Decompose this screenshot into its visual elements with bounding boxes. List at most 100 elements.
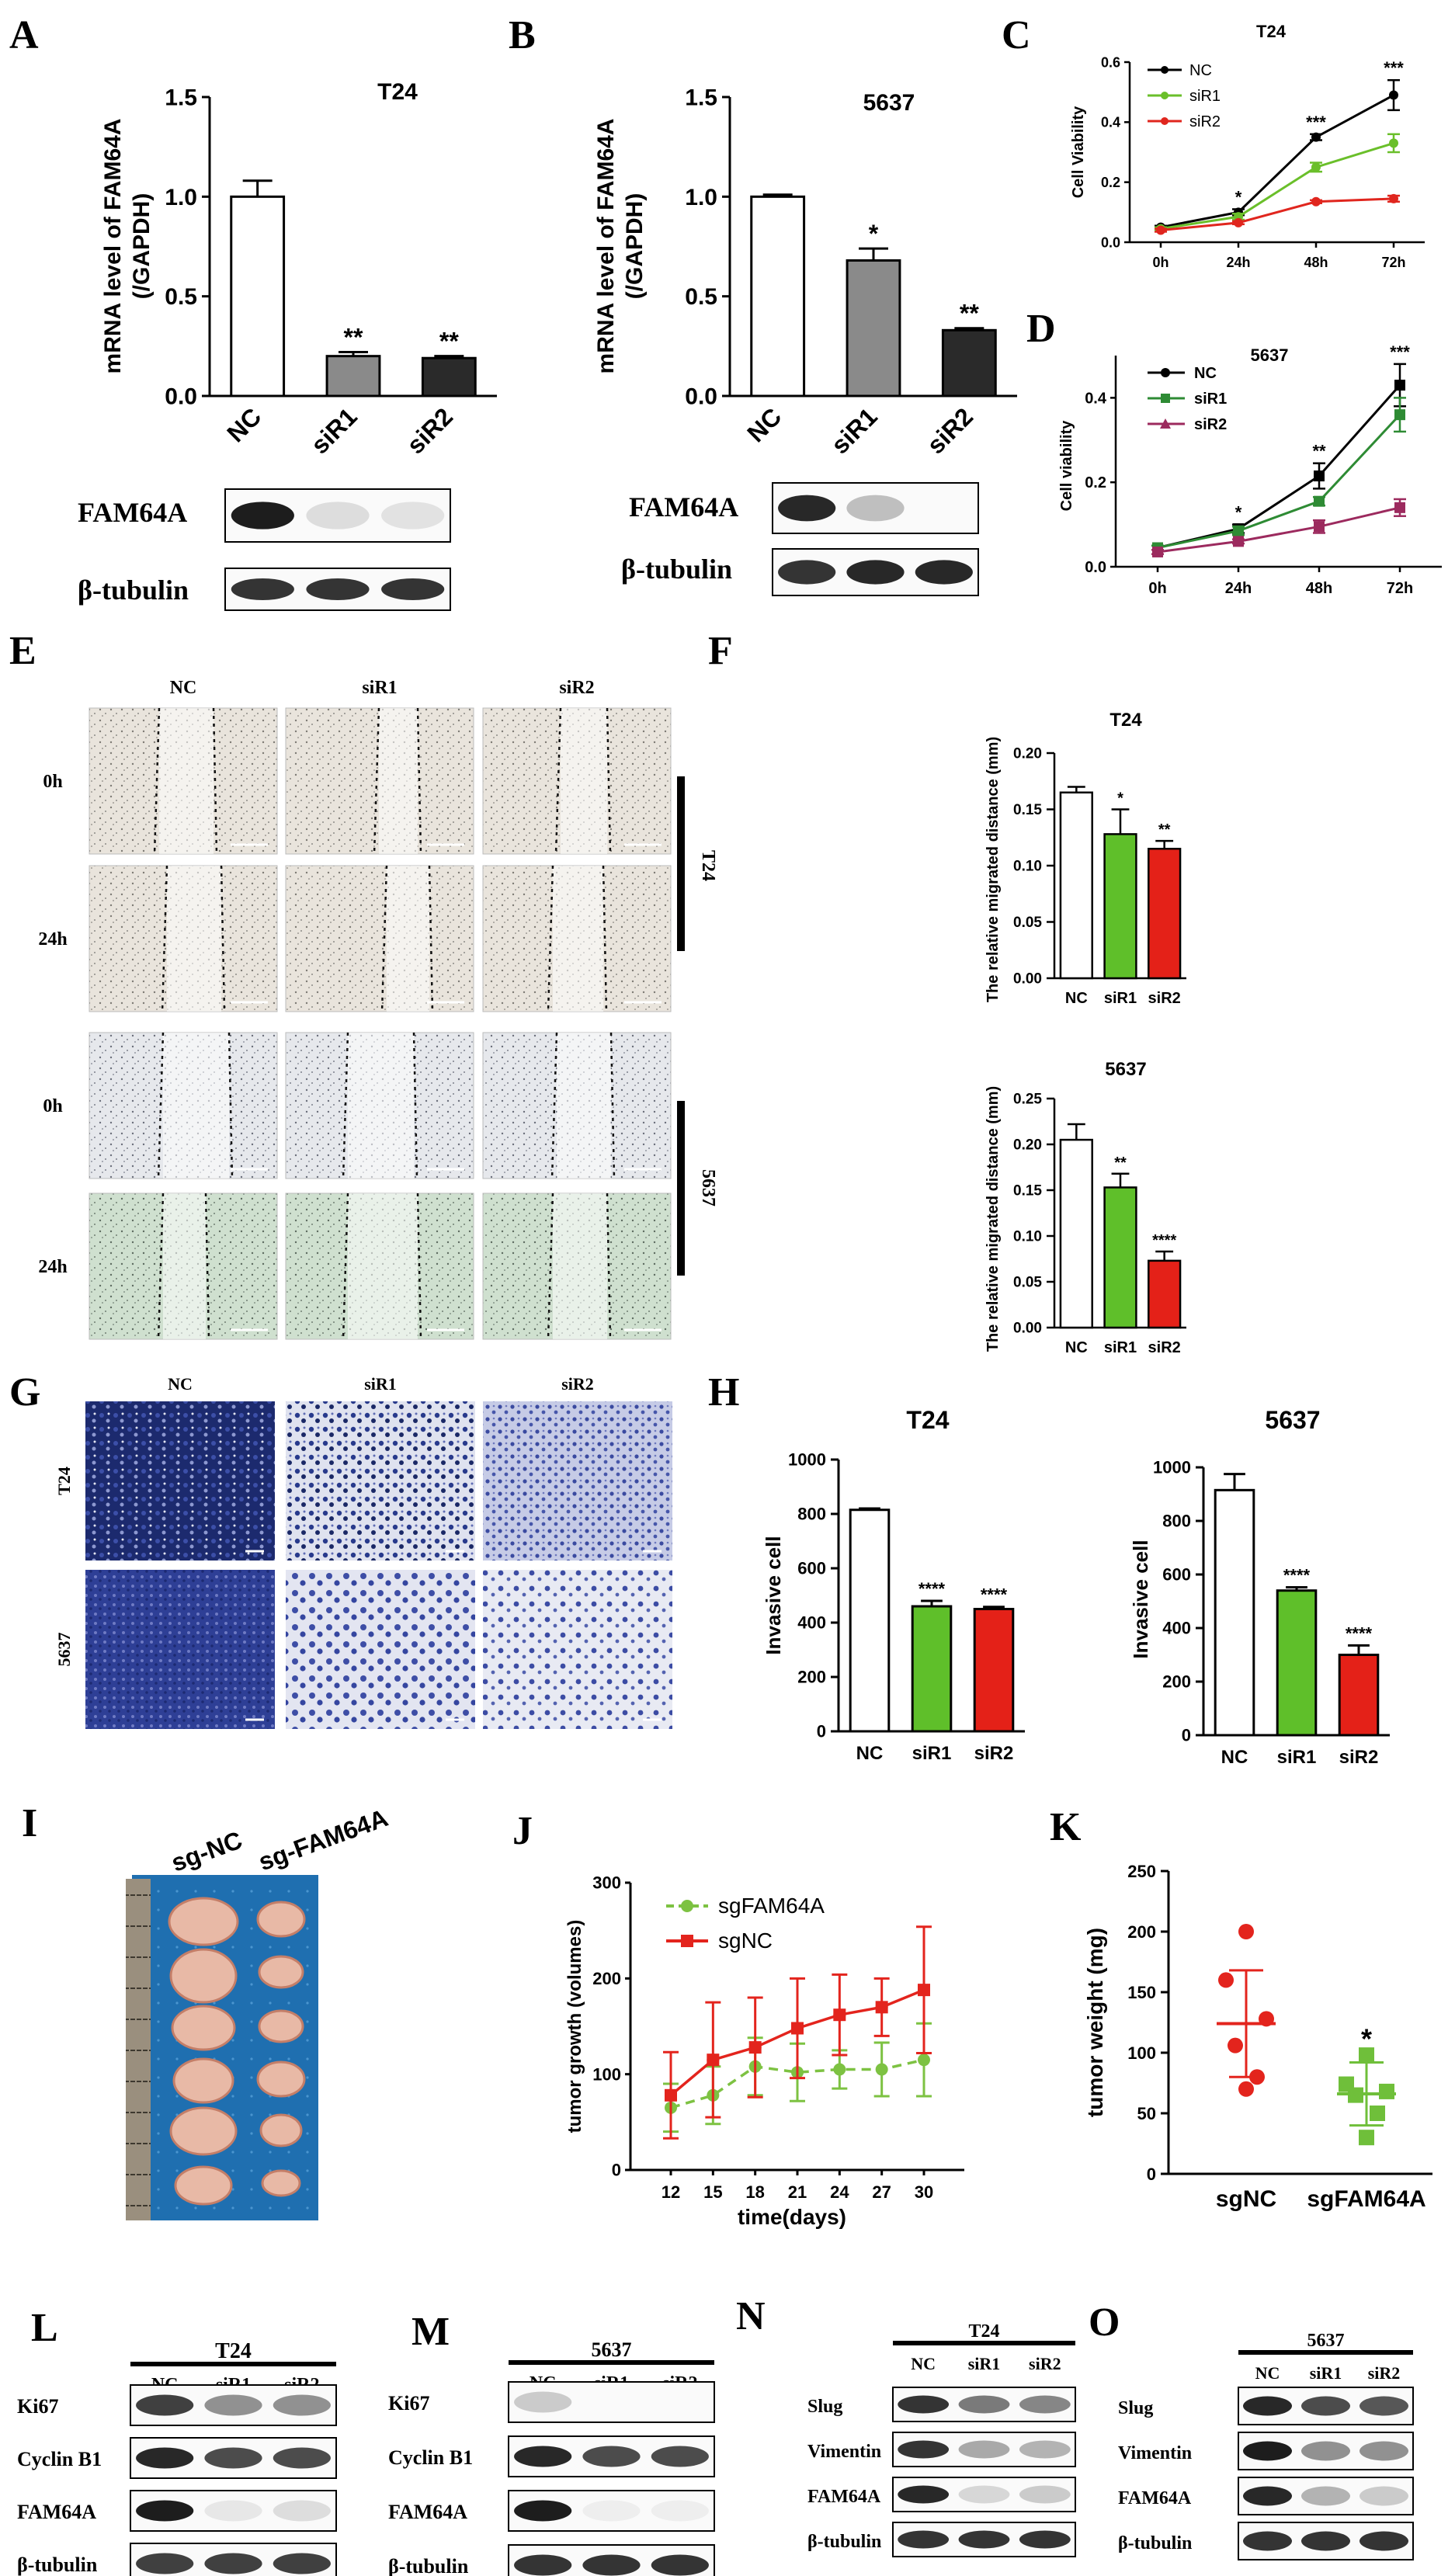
- y-axis-label: (/GAPDH): [622, 193, 648, 300]
- y-tick-label: 0.10: [1013, 859, 1042, 875]
- blot-band: [778, 495, 836, 522]
- invasion-image: [483, 1570, 672, 1729]
- y-tick-label: 0.4: [1085, 390, 1107, 407]
- blot-tubulin: [224, 568, 451, 611]
- tumor-sample: [169, 2106, 238, 2156]
- y-tick-label: 0.05: [1013, 1275, 1042, 1291]
- category-label: sgNC: [1216, 2186, 1276, 2212]
- y-tick-label: 200: [1127, 1922, 1156, 1942]
- ruler-icon: [126, 1879, 151, 2220]
- y-tick-label: 600: [797, 1559, 826, 1578]
- scratch-wound: [348, 1033, 414, 1179]
- y-axis-label: mRNA level of FAM64A: [593, 119, 619, 374]
- wound-edge: [428, 865, 434, 1012]
- category-label: siR1: [912, 1743, 952, 1764]
- category-label: siR2: [1339, 1747, 1379, 1768]
- blot-band: [958, 2395, 1010, 2414]
- blot-panel-m: 5637NCsiR1siR2Ki67Cyclin B1FAM64Aβ-tubul…: [388, 2338, 715, 2576]
- y-tick-label: 0.2: [1101, 175, 1120, 190]
- scratch-wound: [159, 708, 214, 854]
- data-point-square: [875, 2001, 888, 2014]
- y-tick-label: 0.20: [1013, 746, 1042, 762]
- legend-label: siR2: [1194, 416, 1227, 433]
- blot-strip: [892, 2387, 1076, 2422]
- blot-band: [1301, 2531, 1350, 2551]
- blot-band: [136, 2500, 194, 2522]
- data-point: [833, 2063, 846, 2076]
- chart-h-5637: 0 200 400 600 800 1000 NC **** siR1 **** siR2: [1153, 1458, 1390, 1768]
- panel-letter-a: A: [9, 13, 39, 57]
- category-label: siR2: [401, 402, 458, 459]
- wound-edge: [227, 1032, 234, 1179]
- y-tick-label: 0: [817, 1722, 826, 1741]
- category-label: NC: [1065, 990, 1088, 1007]
- category-label: siR2: [1148, 990, 1181, 1007]
- y-tick-label: 0.4: [1101, 115, 1120, 130]
- category-label: NC: [741, 402, 787, 447]
- scratch-wound: [553, 1193, 607, 1339]
- x-tick-label: 27: [872, 2182, 891, 2202]
- blot-band: [1360, 2396, 1408, 2416]
- y-axis-label: mRNA level of FAM64A: [100, 119, 126, 374]
- group-label: T24: [698, 850, 718, 881]
- blot-strip: [1238, 2387, 1414, 2425]
- group-bar: [677, 1101, 685, 1276]
- y-tick-label: 0.5: [685, 284, 717, 310]
- tumor-sample: [169, 1948, 238, 2004]
- blot-band: [651, 2554, 709, 2576]
- category-label: NC: [856, 1743, 884, 1764]
- y-axis-label: The relative migrated distance (mm): [984, 1086, 1002, 1352]
- blot-strip: [892, 2477, 1076, 2512]
- chart-title: 5637: [1251, 345, 1289, 365]
- y-tick-label: 600: [1162, 1565, 1191, 1585]
- category-label: NC: [221, 402, 266, 447]
- y-tick-label: 0.2: [1085, 474, 1106, 491]
- wound-edge: [606, 707, 612, 855]
- blot-frame: [508, 2381, 715, 2423]
- legend-label: siR1: [1189, 88, 1221, 105]
- blot-band: [651, 2500, 709, 2522]
- x-tick-label: 48h: [1304, 255, 1328, 270]
- legend-label: siR1: [1194, 391, 1227, 408]
- chart-a: 0.0 0.5 1.0 1.5 NC ** siR1 ** siR2: [165, 85, 497, 460]
- blot-strip: [508, 2490, 715, 2532]
- y-axis-label: (/GAPDH): [129, 193, 155, 300]
- wound-edge: [212, 707, 218, 855]
- blot-strip: [130, 2543, 337, 2576]
- blot-row-label: Ki67: [388, 2392, 429, 2415]
- data-point: [1314, 470, 1325, 482]
- data-point-square: [707, 2054, 720, 2067]
- legend-marker: [1161, 92, 1169, 99]
- column-label: siR2: [559, 678, 594, 698]
- blot-label: β-tubulin: [78, 575, 189, 606]
- panel-letter-l: L: [31, 2306, 58, 2350]
- data-point: [1314, 521, 1325, 533]
- bar-nc: [1059, 1138, 1093, 1329]
- blot-band: [958, 2440, 1010, 2459]
- blot-label: FAM64A: [629, 491, 738, 522]
- y-tick-label: 150: [1127, 1983, 1156, 2002]
- legend-marker: [1161, 394, 1170, 403]
- blot-band: [1019, 2440, 1071, 2459]
- scratch-wound: [553, 866, 603, 1012]
- blot-row-label: β-tubulin: [1118, 2533, 1192, 2553]
- group-label: sg-NC: [168, 1826, 246, 1877]
- data-point: [1238, 1924, 1254, 1939]
- group-label: sg-FAM64A: [255, 1804, 391, 1876]
- data-point: [1218, 1972, 1234, 1988]
- tumor-sample: [256, 2060, 306, 2098]
- significance-label: ****: [918, 1579, 946, 1599]
- column-label: siR1: [362, 678, 397, 698]
- wound-edge: [157, 1193, 165, 1340]
- column-label: NC: [168, 1374, 193, 1394]
- blot-row-label: FAM64A: [1118, 2488, 1192, 2508]
- y-tick-label: 50: [1137, 2104, 1156, 2123]
- bar-sir1: [1103, 833, 1137, 980]
- wound-edge: [550, 1032, 558, 1179]
- y-tick-label: 0.05: [1013, 915, 1042, 931]
- lane-label: siR2: [1029, 2354, 1061, 2373]
- wound-edge: [157, 1032, 165, 1179]
- scratch-wound: [379, 708, 418, 854]
- category-label: sgFAM64A: [1307, 2186, 1425, 2212]
- bar-nc: [750, 195, 806, 398]
